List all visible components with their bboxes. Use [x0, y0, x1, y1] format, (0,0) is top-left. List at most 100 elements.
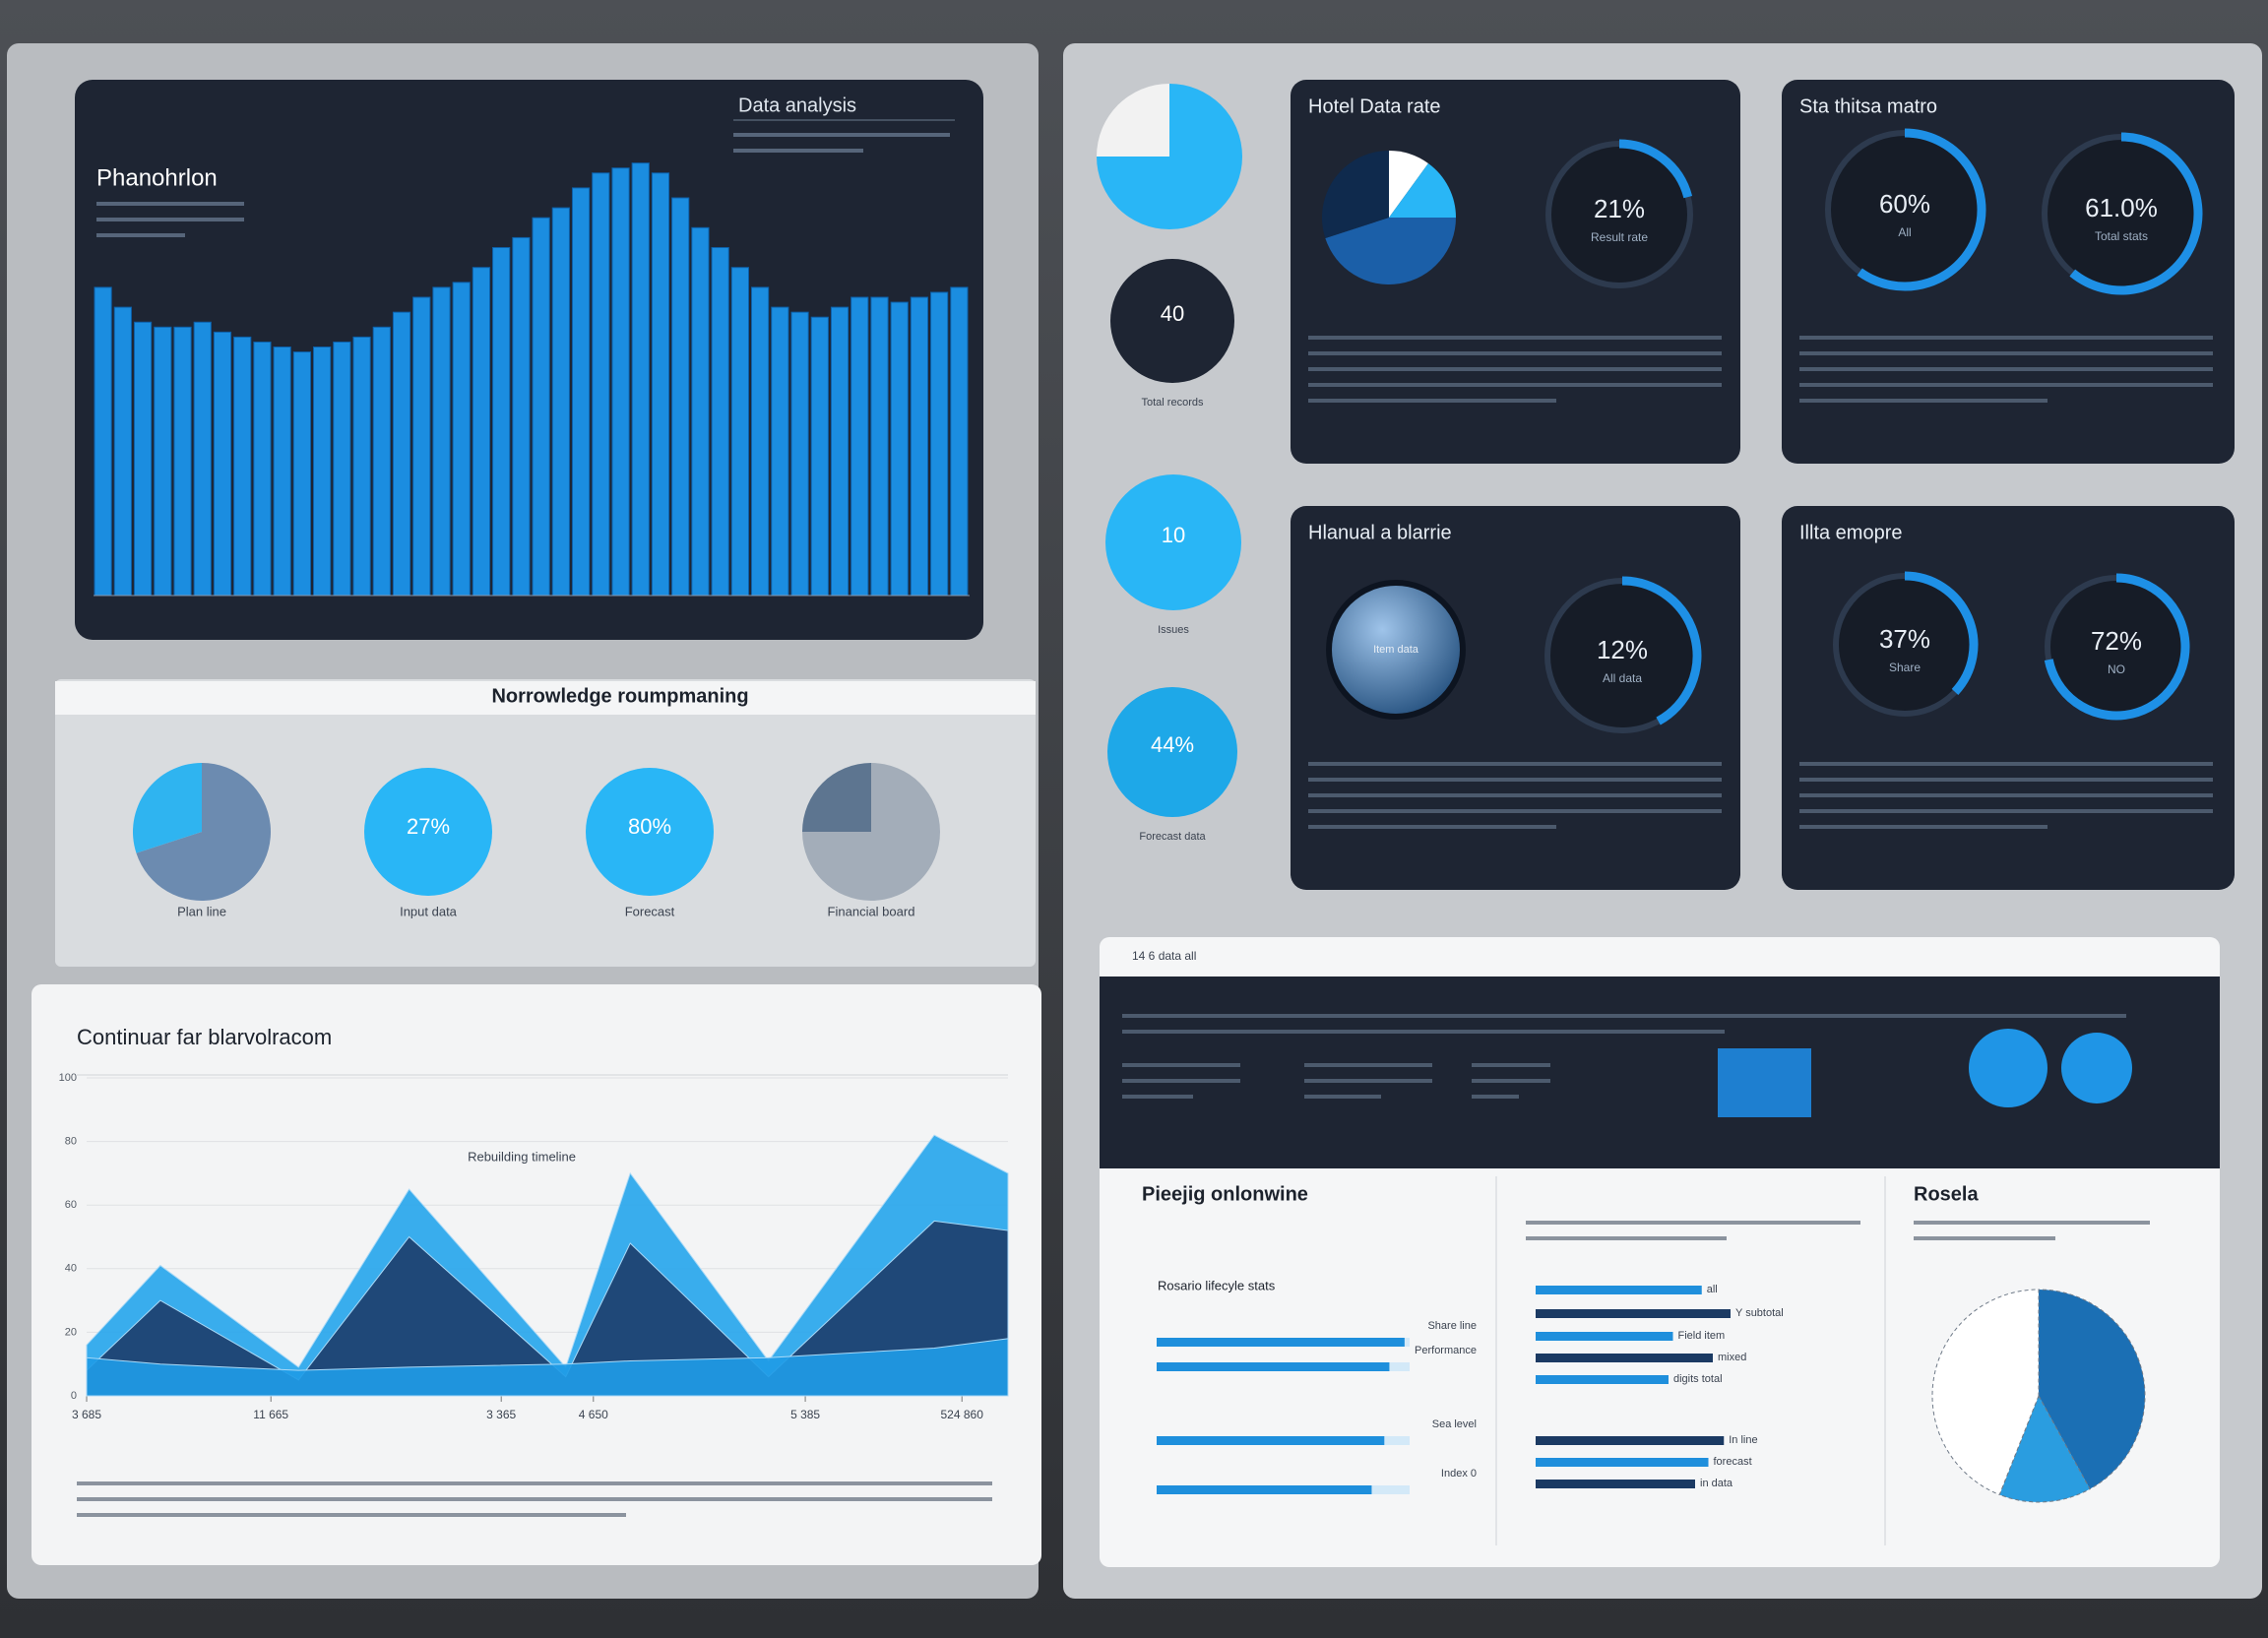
gauge-label: 37%: [1879, 624, 1930, 654]
bar-label: In line: [1729, 1434, 1757, 1446]
bar: [571, 187, 591, 597]
text-placeholder: [1304, 1095, 1381, 1099]
disc-label: 10: [1162, 523, 1185, 547]
pie-slice: [1389, 151, 1428, 218]
annotation: Rebuilding timeline: [468, 1149, 576, 1164]
disc-caption: Issues: [1158, 624, 1189, 636]
progress-bar: [1157, 1485, 1372, 1494]
disc-label: 80%: [628, 814, 671, 839]
gauge-caption: All: [1898, 225, 1911, 239]
bar: [551, 207, 570, 597]
item-label: Financial board: [828, 904, 915, 918]
text-placeholder: [1304, 1063, 1432, 1067]
y-tick-label: 20: [65, 1326, 77, 1338]
gauge-caption: Share: [1889, 661, 1921, 674]
decor: [1969, 1029, 2048, 1107]
text-placeholder: [1308, 793, 1722, 797]
text-placeholder: [1799, 383, 2213, 387]
text-placeholder: [1799, 399, 2048, 403]
pie-slice: [136, 763, 271, 901]
bar: [94, 286, 112, 597]
bar: [452, 282, 471, 597]
bar-label: Field item: [1678, 1330, 1726, 1342]
bar: [930, 291, 949, 597]
bar-label: Y subtotal: [1735, 1307, 1784, 1319]
decor: [2061, 1033, 2132, 1103]
text-placeholder: [1308, 809, 1722, 813]
text-placeholder: [96, 202, 244, 206]
card-title: Illta emopre: [1799, 522, 1903, 543]
bar: [671, 197, 690, 597]
bar: [850, 296, 869, 597]
bar: [910, 296, 929, 597]
bar: [193, 321, 212, 597]
gauge-label: 72%: [2091, 626, 2142, 656]
x-tick-label: 3 365: [486, 1408, 516, 1421]
bar: [592, 172, 610, 597]
pie-slice: [1325, 218, 1456, 285]
panel-subtitle: Data analysis: [738, 94, 856, 116]
bar-label: Index 0: [1441, 1468, 1477, 1480]
bar: [830, 306, 850, 597]
text-placeholder: [1799, 762, 2213, 766]
pie-slice: [1931, 1289, 2040, 1496]
bar: [870, 296, 889, 597]
gauge-arc: [2044, 573, 2190, 721]
h-bar: [1536, 1436, 1725, 1445]
disc: [586, 768, 714, 896]
bar: [691, 226, 710, 597]
panel-title: Norrowledge roumpmaning: [491, 685, 748, 707]
compare-header: [55, 681, 1036, 715]
card-title: Sta thitsa matro: [1799, 95, 1937, 117]
bar: [432, 286, 451, 597]
text-placeholder: [1526, 1236, 1727, 1240]
compare-card: [55, 679, 1036, 967]
progress-bar: [1157, 1436, 1385, 1445]
bar: [113, 306, 132, 597]
bar: [730, 267, 749, 597]
pie-slice: [1998, 1394, 2091, 1503]
bar-label: Share line: [1427, 1320, 1477, 1332]
bar: [472, 267, 491, 597]
progress-bar: [1157, 1338, 1405, 1347]
text-placeholder: [1308, 367, 1722, 371]
text-placeholder: [1308, 825, 1556, 829]
text-placeholder: [1914, 1221, 2150, 1225]
text-placeholder: [96, 233, 185, 237]
text-placeholder: [1799, 793, 2213, 797]
pie-slice: [1322, 151, 1389, 239]
text-placeholder: [1799, 367, 2213, 371]
y-tick-label: 60: [65, 1199, 77, 1211]
bar: [352, 336, 371, 597]
h-bar: [1536, 1480, 1695, 1488]
gauge-arc: [1904, 571, 1979, 695]
bar: [771, 306, 789, 597]
disc-caption: Forecast data: [1139, 831, 1206, 843]
disc-label: 44%: [1151, 732, 1194, 757]
bar: [313, 346, 332, 597]
gauge-caption: Result rate: [1591, 230, 1648, 244]
gauge-arc: [1618, 139, 1693, 199]
bar: [950, 286, 969, 597]
h-bar: [1536, 1332, 1673, 1341]
pie-slice: [1389, 162, 1456, 218]
bar: [611, 167, 630, 597]
gauge-arc: [2069, 132, 2203, 295]
bar-label: Performance: [1415, 1345, 1477, 1356]
report-band: [1100, 976, 2220, 1168]
disc: [1110, 259, 1234, 383]
text-placeholder: [96, 218, 244, 221]
text-placeholder: [1799, 351, 2213, 355]
pie-slice: [2038, 1289, 2146, 1490]
text-placeholder: [1122, 1095, 1193, 1099]
bar-label: in data: [1700, 1478, 1733, 1489]
bar: [253, 341, 272, 597]
bar: [173, 326, 192, 597]
text-placeholder: [1472, 1063, 1550, 1067]
gauge-caption: NO: [2108, 662, 2125, 676]
disc-label: 40: [1161, 301, 1184, 326]
panel-title: Continuar far blarvolracom: [77, 1025, 332, 1049]
h-bar: [1536, 1375, 1669, 1384]
gauge-label: 60%: [1879, 189, 1930, 219]
h-bar: [1536, 1286, 1702, 1294]
